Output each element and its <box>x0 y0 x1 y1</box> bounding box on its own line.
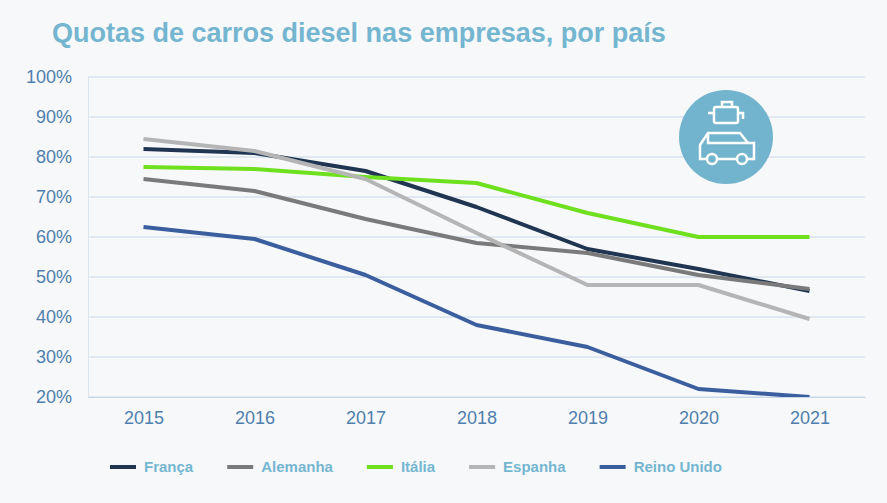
x-tick-label: 2021 <box>790 408 830 428</box>
y-tick: 40% <box>36 307 88 327</box>
icon <box>679 90 773 184</box>
background <box>0 0 887 503</box>
legend-swatch <box>227 465 253 469</box>
x-tick: 2017 <box>346 397 386 428</box>
y-tick-label: 80% <box>36 147 72 167</box>
x-tick: 2019 <box>568 397 608 428</box>
x-tick-label: 2016 <box>235 408 275 428</box>
y-tick-label: 70% <box>36 187 72 207</box>
x-tick-label: 2017 <box>346 408 386 428</box>
x-tick-label: 2019 <box>568 408 608 428</box>
x-tick-label: 2018 <box>457 408 497 428</box>
y-tick-label: 90% <box>36 107 72 127</box>
x-axis-line <box>89 397 866 398</box>
icon-engine-detail <box>708 102 743 119</box>
grid-line <box>88 317 865 318</box>
icon-engine <box>714 107 738 123</box>
legend-label: Itália <box>401 458 436 475</box>
y-tick-label: 30% <box>36 347 72 367</box>
legend-item: Alemanha <box>227 458 333 475</box>
y-tick: 100% <box>26 67 88 87</box>
legend-swatch <box>600 465 626 469</box>
icon-circle <box>679 90 773 184</box>
y-tick: 20% <box>36 387 88 407</box>
legend-item: Espanha <box>469 458 566 475</box>
grid-line <box>88 357 865 358</box>
x-tick: 2015 <box>124 397 164 428</box>
legend-item: França <box>110 458 194 475</box>
series-line <box>144 227 810 397</box>
legend-swatch <box>469 465 495 469</box>
title: Quotas de carros diesel nas empresas, po… <box>52 18 666 48</box>
x-tick-label: 2020 <box>679 408 719 428</box>
y-tick-label: 100% <box>26 67 72 87</box>
y-tick: 60% <box>36 227 88 247</box>
y-tick-label: 20% <box>36 387 72 407</box>
legend-item: Reino Unido <box>600 458 722 475</box>
legend-swatch <box>367 465 393 469</box>
x-tick: 2020 <box>679 397 719 428</box>
grid-line <box>88 397 865 398</box>
legend: França Alemanha Itália Espanha Reino Unido <box>110 458 722 475</box>
y-axis-line <box>88 78 89 398</box>
grid-line <box>88 77 865 78</box>
legend-label: França <box>144 458 194 475</box>
grid <box>88 77 865 397</box>
y-axis: 20% 30% 40% 50% 60% 70% 80% 90% 100% <box>26 67 89 407</box>
y-tick: 80% <box>36 147 88 167</box>
y-tick-label: 40% <box>36 307 72 327</box>
legend-label: Espanha <box>503 458 566 475</box>
x-tick-label: 2015 <box>124 408 164 428</box>
y-tick: 50% <box>36 267 88 287</box>
x-axis: 2015 2016 2017 2018 2019 2020 2021 <box>89 397 866 428</box>
legend-item: Itália <box>367 458 436 475</box>
x-tick: 2018 <box>457 397 497 428</box>
icon-wheel <box>707 154 717 164</box>
y-tick-label: 60% <box>36 227 72 247</box>
y-tick: 90% <box>36 107 88 127</box>
grid-line <box>88 197 865 198</box>
y-tick: 30% <box>36 347 88 367</box>
icon-wheel <box>737 154 747 164</box>
x-tick: 2021 <box>790 397 830 428</box>
chart: Quotas de carros diesel nas empresas, po… <box>0 0 887 503</box>
x-tick: 2016 <box>235 397 275 428</box>
y-tick-label: 50% <box>36 267 72 287</box>
y-tick: 70% <box>36 187 88 207</box>
legend-swatch <box>110 465 136 469</box>
legend-label: Alemanha <box>261 458 333 475</box>
legend-label: Reino Unido <box>634 458 722 475</box>
